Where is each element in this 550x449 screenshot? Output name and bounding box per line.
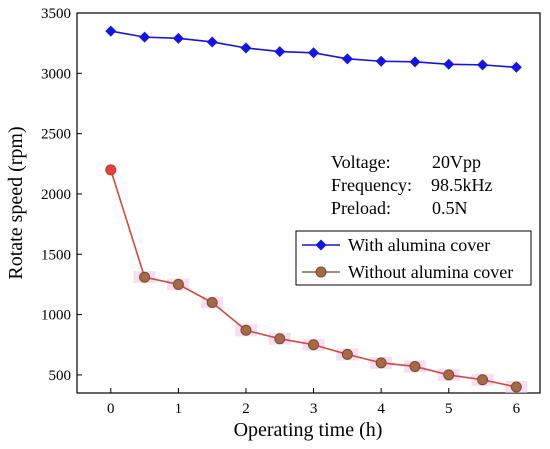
y-tick-label: 2000 xyxy=(41,187,71,203)
x-axis-label: Operating time (h) xyxy=(234,419,383,441)
preload-label: Preload: xyxy=(331,198,391,218)
series-layer xyxy=(105,25,528,393)
legend-marker-without-cover xyxy=(315,266,327,278)
series-2-point xyxy=(206,297,218,309)
voltage-value: 20Vpp xyxy=(432,152,481,172)
series-2-point xyxy=(308,339,320,351)
y-axis-label: Rotate speed (rpm) xyxy=(5,126,27,279)
y-axis-ticks: 500 1000 1500 2000 2500 3000 3500 xyxy=(41,6,82,384)
series-1-point xyxy=(443,58,455,70)
legend: With alumina cover Without alumina cover xyxy=(295,230,532,286)
series-2-point xyxy=(477,374,489,386)
series-1-point xyxy=(172,32,184,44)
series-2-point xyxy=(105,164,117,176)
series-2-point xyxy=(172,278,184,290)
series-2-point xyxy=(274,333,286,345)
frequency-label: Frequency: xyxy=(331,175,412,195)
x-tick-label: 5 xyxy=(445,401,453,417)
series-1-point xyxy=(510,61,522,73)
series-2-point xyxy=(240,324,252,336)
x-tick-label: 1 xyxy=(175,401,183,417)
voltage-label: Voltage: xyxy=(331,152,391,172)
legend-label-with-cover: With alumina cover xyxy=(348,235,490,255)
series-2-point xyxy=(341,348,353,360)
series-1-point xyxy=(139,31,151,43)
series-2-point xyxy=(510,381,522,393)
series-1-point xyxy=(274,46,286,58)
x-tick-label: 3 xyxy=(310,401,318,417)
legend-label-without-cover: Without alumina cover xyxy=(348,262,513,282)
series-2-point xyxy=(139,271,151,283)
y-tick-label: 1000 xyxy=(41,308,71,324)
series-2-point xyxy=(443,369,455,381)
y-tick-label: 2500 xyxy=(41,127,71,143)
x-tick-label: 0 xyxy=(107,401,115,417)
series-2-point xyxy=(375,357,387,369)
x-tick-label: 6 xyxy=(513,401,521,417)
series-1-point xyxy=(409,56,421,68)
series-1-point xyxy=(375,55,387,67)
y-tick-label: 3000 xyxy=(41,66,71,82)
y-tick-label: 500 xyxy=(49,368,72,384)
legend-marker-with-cover xyxy=(315,239,327,251)
series-1-point xyxy=(105,25,117,37)
x-tick-label: 4 xyxy=(377,401,385,417)
plot-frame xyxy=(76,12,541,394)
series-1-point xyxy=(308,47,320,59)
conditions-annotation: Voltage: 20Vpp Frequency: 98.5kHz Preloa… xyxy=(331,152,493,218)
series-2-point xyxy=(409,360,421,372)
preload-value: 0.5N xyxy=(432,198,468,218)
y-tick-label: 3500 xyxy=(41,6,71,22)
y-tick-label: 1500 xyxy=(41,247,71,263)
series-1-point xyxy=(206,36,218,48)
series-1-point xyxy=(477,59,489,71)
x-tick-label: 2 xyxy=(242,401,250,417)
frequency-value: 98.5kHz xyxy=(431,175,493,195)
legend-box xyxy=(295,230,532,286)
x-axis-ticks: 0 1 2 3 4 5 6 xyxy=(107,388,521,417)
series-1-point xyxy=(240,42,252,54)
series-1-point xyxy=(341,53,353,65)
